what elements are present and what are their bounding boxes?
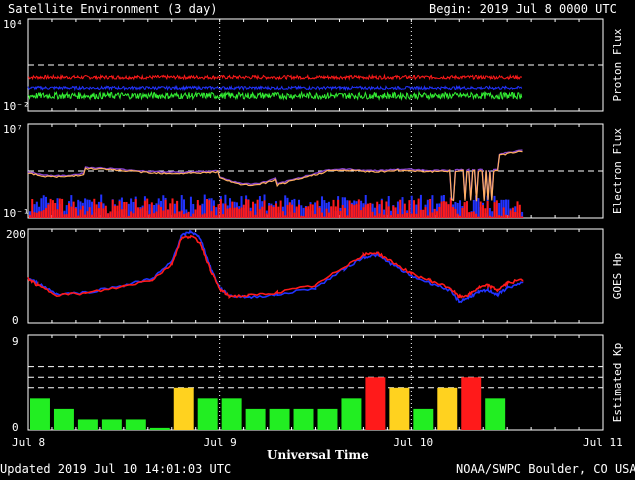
kp-bar <box>53 408 74 430</box>
goes-ytick-bottom: 0 <box>12 314 19 327</box>
electron-ylabel: Electron Flux <box>611 128 624 214</box>
proton-ylabel: Proton Flux <box>611 28 624 101</box>
kp-bar <box>101 419 122 430</box>
kp-bar <box>317 408 338 430</box>
kp-bar <box>293 408 314 430</box>
kp-ylabel: Estimated Kp <box>611 343 624 422</box>
electron-series-purple <box>27 149 523 201</box>
kp-bar <box>77 419 98 430</box>
kp-bar <box>341 398 362 430</box>
kp-bar <box>125 419 146 430</box>
goes-ytick-top: 200 <box>6 228 26 241</box>
goes-ylabel: GOES Hp <box>611 253 624 299</box>
kp-bar <box>461 377 482 430</box>
kp-bar <box>437 387 458 430</box>
kp-bar <box>389 387 410 430</box>
begin-time: Begin: 2019 Jul 8 0000 UTC <box>429 2 617 16</box>
kp-bar <box>365 377 386 430</box>
kp-bar <box>245 408 266 430</box>
proton-series-red <box>27 73 523 81</box>
kp-bar <box>485 398 506 430</box>
goes-series-blue <box>27 229 524 304</box>
kp-ytick-top: 9 <box>12 335 19 348</box>
x-tick-label: Jul 10 <box>393 436 433 449</box>
electron-series-orange <box>27 150 523 202</box>
panel-frame-kp <box>27 334 604 431</box>
kp-bar <box>221 398 242 430</box>
kp-bar <box>149 427 170 430</box>
proton-series-green <box>27 90 523 101</box>
updated-timestamp: Updated 2019 Jul 10 14:01:03 UTC <box>0 462 232 476</box>
x-tick-label: Jul 9 <box>204 436 237 449</box>
kp-bar <box>269 408 290 430</box>
x-axis-title: Universal Time <box>267 448 369 462</box>
kp-bar <box>197 398 218 430</box>
proton-ytick-top: 10⁴ <box>3 18 23 31</box>
proton-series-blue <box>27 84 523 92</box>
electron-ytick-top: 10⁷ <box>3 123 23 136</box>
panel-frame-goes_hp <box>27 228 604 324</box>
data-source: NOAA/SWPC Boulder, CO USA <box>456 462 635 476</box>
kp-ytick-bottom: 0 <box>12 421 19 434</box>
proton-ytick-bottom: 10⁻² <box>3 100 30 113</box>
kp-bar <box>30 398 50 430</box>
plot-title: Satellite Environment (3 day) <box>8 2 218 16</box>
x-tick-label: Jul 11 <box>583 436 623 449</box>
electron-ytick-bottom: 10⁻¹ <box>3 207 30 220</box>
x-tick-label: Jul 8 <box>12 436 45 449</box>
goes-series-red <box>27 234 524 300</box>
kp-bar <box>413 408 434 430</box>
kp-bar <box>173 387 194 430</box>
